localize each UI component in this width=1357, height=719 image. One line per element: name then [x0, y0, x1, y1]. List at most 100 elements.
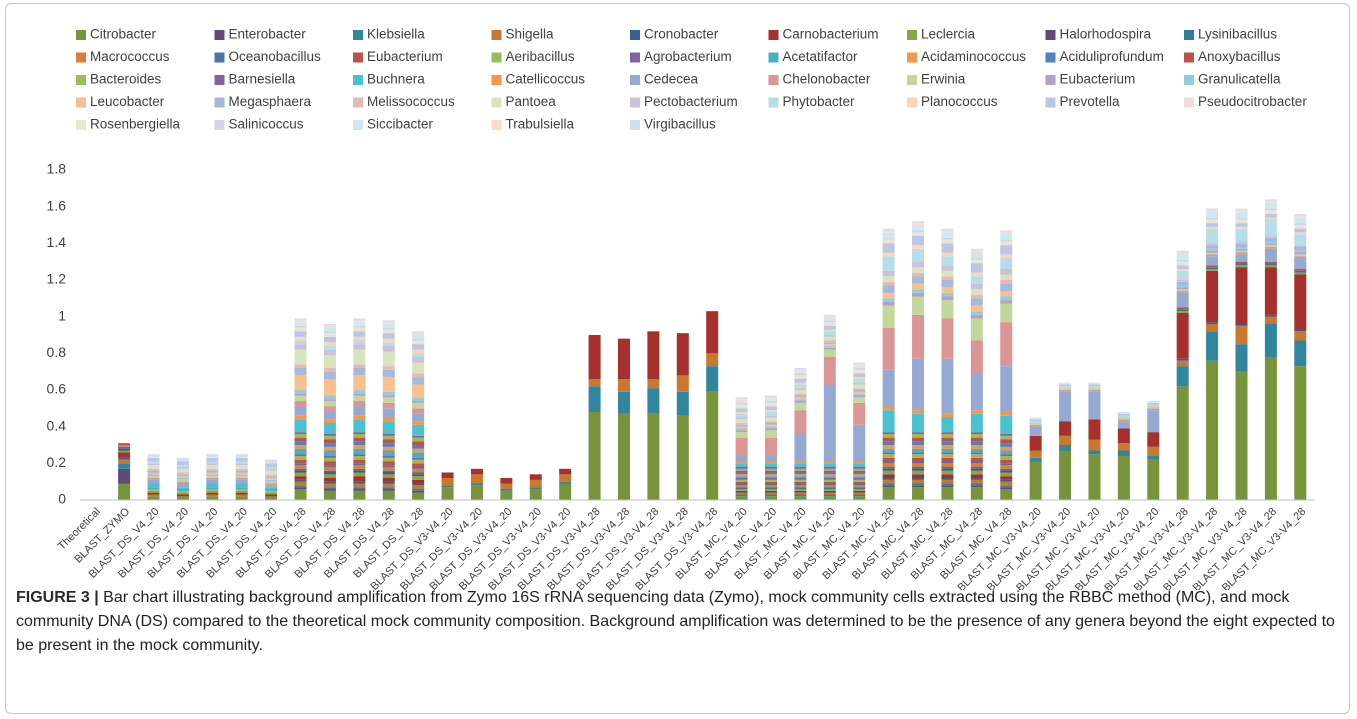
- y-tick-label: 1.2: [47, 271, 67, 287]
- bar-segment: [1294, 217, 1307, 224]
- bar-segment: [353, 368, 366, 376]
- bar-segment: [382, 338, 395, 343]
- bar-segment: [176, 489, 189, 491]
- bar-segment: [529, 474, 542, 480]
- bar-segment: [1147, 410, 1160, 433]
- bar-segment: [1264, 208, 1277, 211]
- bar-segment: [735, 494, 748, 497]
- bar-segment: [1264, 217, 1277, 220]
- bar-segment: [176, 467, 189, 469]
- bar-segment: [706, 366, 719, 392]
- bar-segment: [382, 421, 395, 434]
- bar-segment: [1235, 226, 1248, 229]
- bar-segment: [382, 487, 395, 489]
- bar-segment: [794, 382, 807, 385]
- bar-segment: [853, 397, 866, 403]
- bar-segment: [1000, 412, 1013, 416]
- bar-segment: [1147, 459, 1160, 500]
- bar-segment: [265, 485, 278, 488]
- legend-label: Pantoea: [506, 94, 557, 109]
- bar-segment: [323, 336, 336, 343]
- bar-segment: [882, 479, 895, 484]
- bar-segment: [853, 402, 866, 425]
- bar-segment: [147, 476, 160, 478]
- legend-swatch: [76, 52, 86, 63]
- bar-segment: [794, 492, 807, 495]
- bar-segment: [912, 413, 925, 433]
- bar-segment: [882, 406, 895, 411]
- bar-segment: [970, 445, 983, 449]
- bar-segment: [353, 318, 366, 321]
- bar-segment: [765, 430, 778, 438]
- bar-segment: [1059, 382, 1072, 385]
- bar-segment: [265, 489, 278, 491]
- bar-segment: [735, 479, 748, 482]
- bar-segment: [353, 489, 366, 491]
- legend-swatch: [491, 52, 502, 63]
- bar-segment: [823, 461, 836, 464]
- bar-segment: [853, 362, 866, 365]
- legend-label: Chelonobacter: [783, 72, 871, 87]
- bar-segment: [294, 489, 307, 500]
- bar-segment: [970, 467, 983, 469]
- bar-segment: [853, 379, 866, 383]
- bar-segment: [912, 478, 925, 480]
- bar-segment: [882, 468, 895, 471]
- bar-segment: [970, 487, 983, 500]
- bar-segment: [1088, 384, 1101, 387]
- bar-segment: [970, 272, 983, 277]
- bar-segment: [382, 474, 395, 478]
- bar-segment: [470, 485, 483, 500]
- bar-segment: [1088, 450, 1101, 455]
- bar-segment: [294, 434, 307, 438]
- bar-segment: [1147, 406, 1160, 409]
- bar-segment: [294, 318, 307, 321]
- bar-segment: [382, 443, 395, 447]
- bar-segment: [735, 472, 748, 475]
- bar-segment: [794, 399, 807, 401]
- bar-segment: [735, 406, 748, 409]
- bar-segment: [1147, 404, 1160, 407]
- bar-segment: [970, 294, 983, 299]
- bar-segment: [853, 489, 866, 491]
- bar-segment: [353, 336, 366, 341]
- bar-segment: [794, 375, 807, 378]
- bar-segment: [735, 456, 748, 462]
- bar-segment: [1000, 274, 1013, 280]
- bar-segment: [235, 492, 248, 495]
- bar-segment: [1029, 424, 1042, 427]
- bar-segment: [853, 390, 866, 392]
- bar-segment: [970, 283, 983, 290]
- bar-segment: [970, 248, 983, 251]
- bar-segment: [412, 333, 425, 335]
- bar-segment: [1206, 360, 1219, 500]
- bar-segment: [794, 478, 807, 480]
- bar-segment: [206, 468, 219, 471]
- bar-segment: [941, 434, 954, 438]
- bar-segment: [882, 276, 895, 282]
- legend-label: Megasphaera: [229, 94, 312, 109]
- bar-segment: [382, 346, 395, 352]
- bar-segment: [823, 346, 836, 348]
- bar-segment: [970, 276, 983, 284]
- bar-segment: [294, 448, 307, 455]
- bar-segment: [1235, 325, 1248, 345]
- bar-segment: [323, 346, 336, 350]
- bar-segment: [823, 494, 836, 497]
- bar-segment: [147, 474, 160, 477]
- bar-segment: [941, 243, 954, 253]
- bar-segment: [1294, 234, 1307, 246]
- bar-segment: [735, 483, 748, 486]
- bar-segment: [294, 445, 307, 449]
- legend-swatch: [1045, 75, 1056, 85]
- legend-swatch: [214, 97, 225, 108]
- bar-segment: [412, 357, 425, 363]
- bar-segment: [794, 485, 807, 488]
- bar-segment: [147, 472, 160, 475]
- bar-segment: [559, 468, 572, 475]
- bar-segment: [1000, 439, 1013, 444]
- bar-segment: [1176, 281, 1189, 286]
- legend-swatch: [630, 75, 640, 85]
- bar-segment: [353, 325, 366, 328]
- bar-segment: [382, 478, 395, 482]
